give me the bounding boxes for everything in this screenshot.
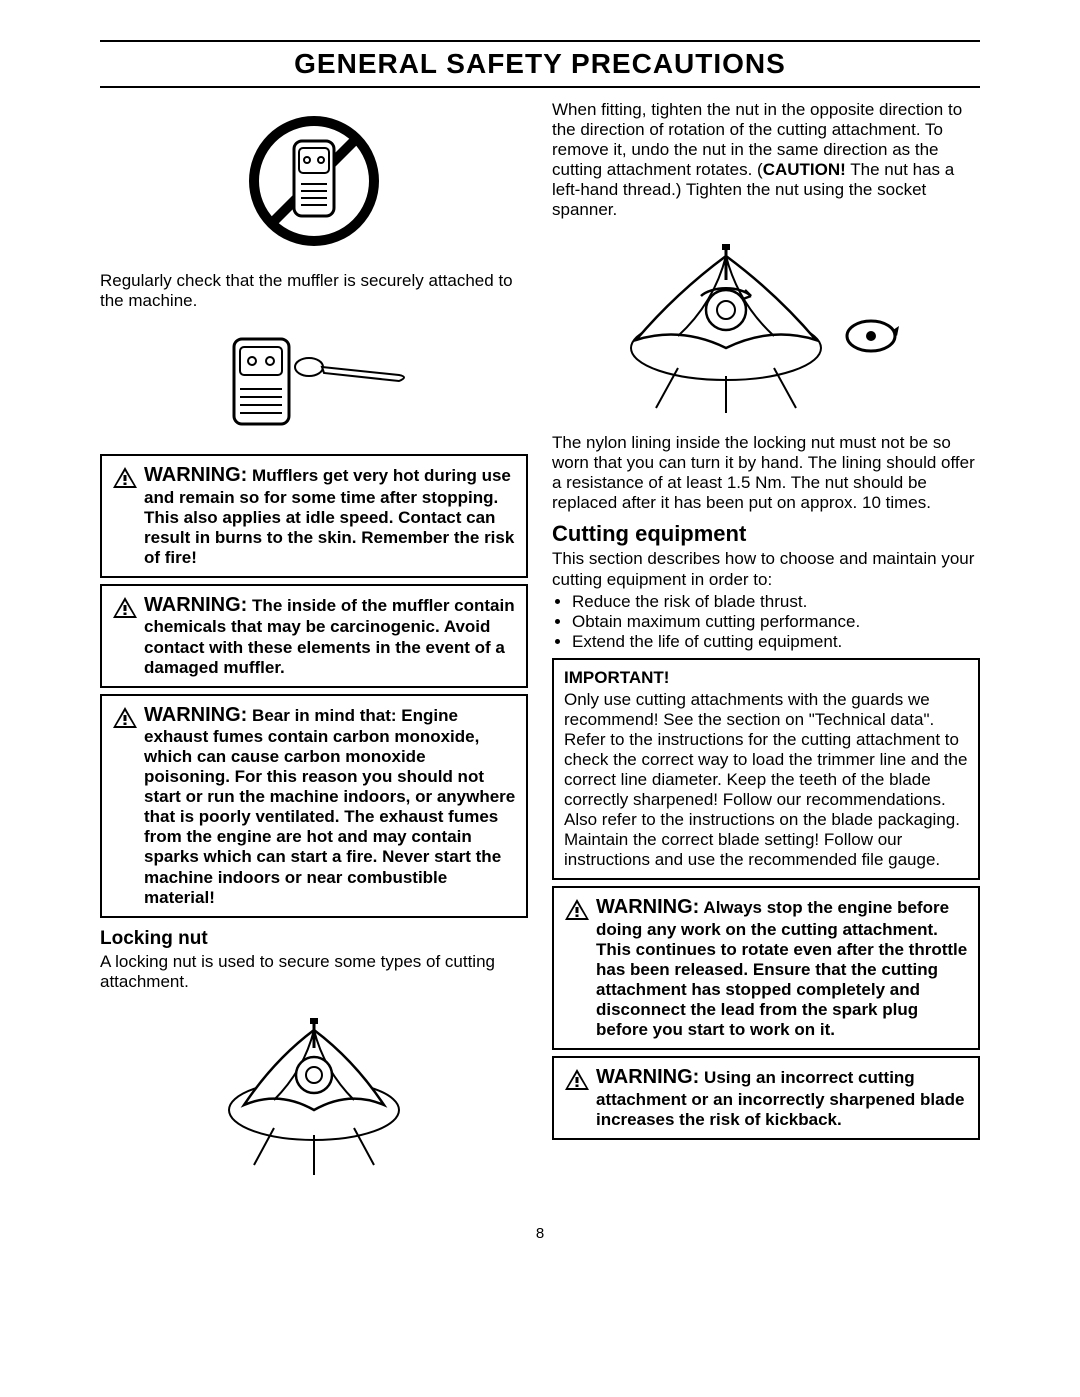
warning-body: Always stop the engine before doing any … xyxy=(596,898,967,1039)
caution-label: CAUTION! xyxy=(763,160,846,179)
important-text: Only use cutting attachments with the gu… xyxy=(564,690,967,869)
muffler-check-text: Regularly check that the muffler is secu… xyxy=(100,271,528,311)
warning-box-muffler-hot: WARNING: Mufflers get very hot during us… xyxy=(100,454,528,578)
warning-box-exhaust: WARNING: Bear in mind that: Engine exhau… xyxy=(100,694,528,918)
locking-nut-figure xyxy=(100,1000,528,1185)
important-label: IMPORTANT! xyxy=(564,668,968,688)
locking-nut-text: A locking nut is used to secure some typ… xyxy=(100,952,528,992)
warning-triangle-icon xyxy=(564,1068,590,1097)
warning-box-muffler-chemicals: WARNING: The inside of the muffler conta… xyxy=(100,584,528,688)
page-number: 8 xyxy=(100,1225,980,1242)
right-column: When fitting, tighten the nut in the opp… xyxy=(552,100,980,1195)
list-item: Obtain maximum cutting performance. xyxy=(572,612,980,632)
warning-triangle-icon xyxy=(112,596,138,625)
warning-triangle-icon xyxy=(112,466,138,495)
important-box: IMPORTANT! Only use cutting attachments … xyxy=(552,658,980,880)
cutting-equipment-heading: Cutting equipment xyxy=(552,521,980,547)
locking-nut-heading: Locking nut xyxy=(100,928,528,950)
no-touch-muffler-figure xyxy=(100,106,528,261)
warning-label: WARNING: xyxy=(144,464,247,486)
warning-body: Bear in mind that: Engine exhaust fumes … xyxy=(144,706,515,907)
warning-label: WARNING: xyxy=(144,704,247,726)
warning-label: WARNING: xyxy=(144,594,247,616)
cutting-intro-text: This section describes how to choose and… xyxy=(552,549,980,589)
page-title: GENERAL SAFETY PRECAUTIONS xyxy=(100,40,980,88)
nylon-lining-text: The nylon lining inside the locking nut … xyxy=(552,433,980,513)
warning-triangle-icon xyxy=(564,898,590,927)
warning-label: WARNING: xyxy=(596,896,699,918)
warning-text: WARNING: Always stop the engine before d… xyxy=(596,896,968,1040)
warning-text: WARNING: Bear in mind that: Engine exhau… xyxy=(144,704,516,908)
muffler-tool-figure xyxy=(100,319,528,444)
cutting-bullets: Reduce the risk of blade thrust. Obtain … xyxy=(552,592,980,652)
warning-box-stop-engine: WARNING: Always stop the engine before d… xyxy=(552,886,980,1050)
list-item: Extend the life of cutting equipment. xyxy=(572,632,980,652)
warning-text: WARNING: The inside of the muffler conta… xyxy=(144,594,516,678)
two-column-layout: Regularly check that the muffler is secu… xyxy=(100,100,980,1195)
fitting-text: When fitting, tighten the nut in the opp… xyxy=(552,100,980,220)
nut-rotation-figure xyxy=(552,228,980,423)
list-item: Reduce the risk of blade thrust. xyxy=(572,592,980,612)
left-column: Regularly check that the muffler is secu… xyxy=(100,100,528,1195)
warning-box-kickback: WARNING: Using an incorrect cutting atta… xyxy=(552,1056,980,1140)
warning-label: WARNING: xyxy=(596,1066,699,1088)
warning-text: WARNING: Using an incorrect cutting atta… xyxy=(596,1066,968,1130)
warning-triangle-icon xyxy=(112,706,138,735)
warning-text: WARNING: Mufflers get very hot during us… xyxy=(144,464,516,568)
